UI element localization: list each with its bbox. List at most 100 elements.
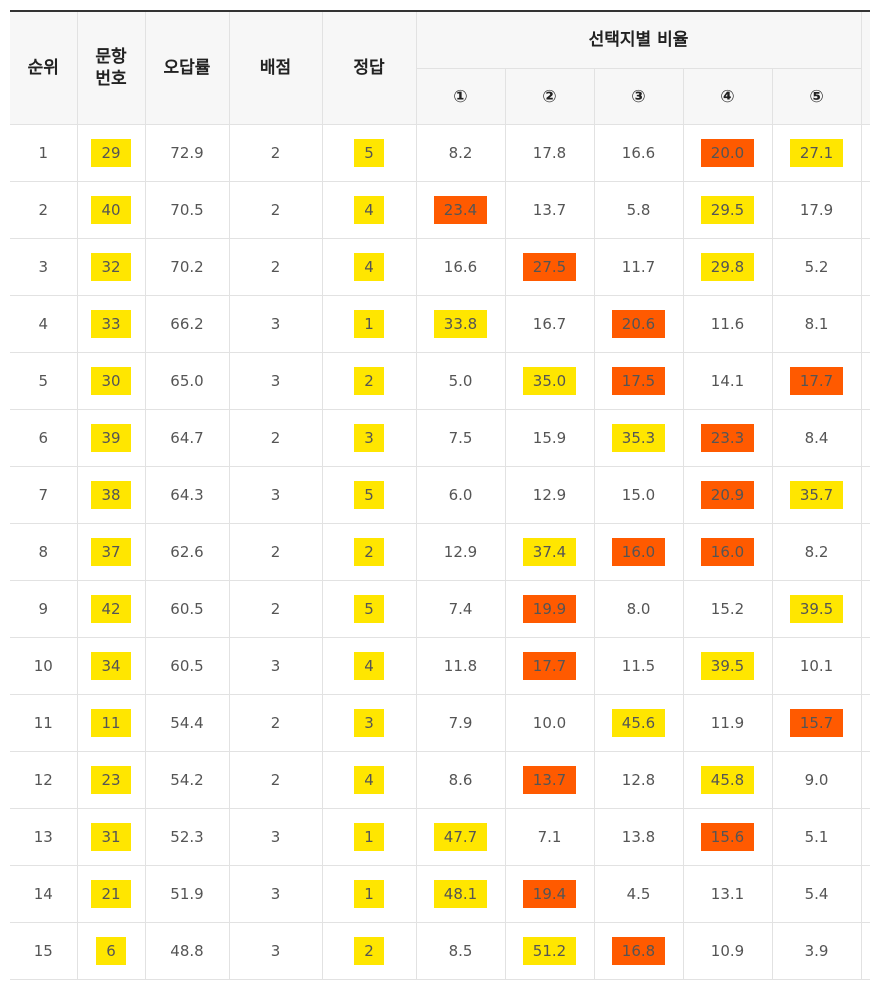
- question-number-cell-value: 31: [91, 823, 131, 851]
- table-row: 8 37 62.6 2 2 12.9 37.4 16.0 16.0 8.2: [10, 523, 870, 581]
- choice-5-cell: 15.7: [771, 694, 862, 752]
- answer-cell-value: 5: [354, 595, 384, 623]
- rank-cell-value: 5: [38, 372, 49, 390]
- overflow-cell: [860, 694, 870, 752]
- choice-3-cell: 11.7: [593, 238, 684, 296]
- choice-3-cell: 45.6: [593, 694, 684, 752]
- header-choice-2: ②: [504, 68, 595, 125]
- choice-5-cell-value: 5.4: [804, 885, 829, 903]
- choice-2-cell-value: 37.4: [522, 538, 577, 566]
- wrong-rate-cell-value: 48.8: [170, 942, 204, 960]
- overflow-cell: [860, 124, 870, 182]
- choice-5-cell-value: 5.2: [804, 258, 829, 276]
- choice-3-cell: 13.8: [593, 808, 684, 866]
- overflow-cell: [860, 523, 870, 581]
- question-number-cell-value: 34: [91, 652, 131, 680]
- question-number-cell-value: 21: [91, 880, 131, 908]
- wrong-rate-cell: 52.3: [144, 808, 230, 866]
- answer-cell-value: 1: [354, 823, 384, 851]
- wrong-rate-cell: 66.2: [144, 295, 230, 353]
- choice-2-cell-value: 35.0: [522, 367, 577, 395]
- wrong-rate-cell: 70.5: [144, 181, 230, 239]
- question-number-cell-value: 42: [91, 595, 131, 623]
- choice-3-cell: 20.6: [593, 295, 684, 353]
- points-cell-value: 3: [270, 372, 281, 390]
- points-cell: 3: [228, 922, 323, 980]
- rank-cell-value: 10: [33, 657, 53, 675]
- wrong-rate-cell-value: 54.4: [170, 714, 204, 732]
- answer-cell-value: 3: [354, 709, 384, 737]
- choice-2-cell: 15.9: [504, 409, 595, 467]
- choice-1-cell-value: 12.9: [443, 543, 478, 561]
- choice-2-cell-value: 19.4: [522, 880, 577, 908]
- choice-2-cell: 51.2: [504, 922, 595, 980]
- points-cell: 2: [228, 238, 323, 296]
- choice-5-cell-value: 8.2: [804, 543, 829, 561]
- header-choice-ratio: 선택지별 비율: [415, 10, 862, 69]
- answer-cell: 1: [321, 808, 417, 866]
- header-answer: 정답: [321, 10, 417, 125]
- points-cell: 2: [228, 694, 323, 752]
- points-cell-value: 2: [270, 258, 281, 276]
- choice-2-cell-value: 17.7: [522, 652, 577, 680]
- choice-4-cell: 16.0: [682, 523, 773, 581]
- choice-1-cell: 8.2: [415, 124, 506, 182]
- choice-4-cell: 11.6: [682, 295, 773, 353]
- question-number-cell-value: 38: [91, 481, 131, 509]
- choice-1-cell-value: 8.2: [448, 144, 473, 162]
- question-number-cell: 42: [76, 580, 146, 638]
- choice-2-cell-value: 51.2: [522, 937, 577, 965]
- choice-1-cell-value: 8.6: [448, 771, 473, 789]
- choice-2-cell-value: 13.7: [522, 766, 577, 794]
- choice-4-cell: 15.6: [682, 808, 773, 866]
- choice-5-cell: 17.9: [771, 181, 862, 239]
- wrong-rate-cell-value: 60.5: [170, 600, 204, 618]
- choice-5-cell-value: 35.7: [789, 481, 844, 509]
- header-points: 배점: [228, 10, 323, 125]
- wrong-answer-table: 순위 문항 번호 오답률 배점 정답 선택지별 비율 ① ② ③ ④ ⑤ 1 29…: [10, 10, 870, 980]
- choice-1-cell-value: 33.8: [433, 310, 488, 338]
- choice-4-cell-value: 39.5: [700, 652, 755, 680]
- question-number-cell-value: 29: [91, 139, 131, 167]
- wrong-rate-cell: 65.0: [144, 352, 230, 410]
- wrong-rate-cell-value: 65.0: [170, 372, 204, 390]
- choice-1-cell: 12.9: [415, 523, 506, 581]
- choice-2-cell-value: 7.1: [537, 828, 562, 846]
- answer-cell-value: 2: [354, 367, 384, 395]
- table-body: 1 29 72.9 2 5 8.2 17.8 16.6 20.0 27.1 2 40 70.5 2 4 23.…: [10, 124, 870, 980]
- answer-cell-value: 4: [354, 253, 384, 281]
- rank-cell: 8: [10, 523, 78, 581]
- question-number-cell-value: 23: [91, 766, 131, 794]
- choice-1-cell: 6.0: [415, 466, 506, 524]
- choice-1-cell: 23.4: [415, 181, 506, 239]
- choice-3-cell-value: 13.8: [621, 828, 656, 846]
- answer-cell: 4: [321, 637, 417, 695]
- question-number-cell-value: 32: [91, 253, 131, 281]
- choice-3-cell-value: 17.5: [611, 367, 666, 395]
- choice-5-cell: 5.2: [771, 238, 862, 296]
- choice-1-cell: 11.8: [415, 637, 506, 695]
- choice-1-cell-value: 6.0: [448, 486, 473, 504]
- overflow-cell: [860, 409, 870, 467]
- table-row: 7 38 64.3 3 5 6.0 12.9 15.0 20.9 35.7: [10, 466, 870, 524]
- points-cell: 2: [228, 580, 323, 638]
- choice-3-cell-value: 15.0: [621, 486, 656, 504]
- answer-cell: 2: [321, 523, 417, 581]
- choice-4-cell-value: 11.9: [710, 714, 745, 732]
- rank-cell: 1: [10, 124, 78, 182]
- wrong-rate-cell-value: 64.3: [170, 486, 204, 504]
- points-cell: 3: [228, 352, 323, 410]
- rank-cell-value: 2: [38, 201, 49, 219]
- rank-cell: 11: [10, 694, 78, 752]
- overflow-cell: [860, 865, 870, 923]
- rank-cell: 7: [10, 466, 78, 524]
- table-row: 3 32 70.2 2 4 16.6 27.5 11.7 29.8 5.2: [10, 238, 870, 296]
- choice-3-cell-value: 35.3: [611, 424, 666, 452]
- choice-4-cell: 15.2: [682, 580, 773, 638]
- choice-2-cell: 16.7: [504, 295, 595, 353]
- rank-cell-value: 13: [33, 828, 53, 846]
- choice-3-cell: 5.8: [593, 181, 684, 239]
- answer-cell: 5: [321, 466, 417, 524]
- header-choice-5: ⑤: [771, 68, 862, 125]
- choice-2-cell: 13.7: [504, 181, 595, 239]
